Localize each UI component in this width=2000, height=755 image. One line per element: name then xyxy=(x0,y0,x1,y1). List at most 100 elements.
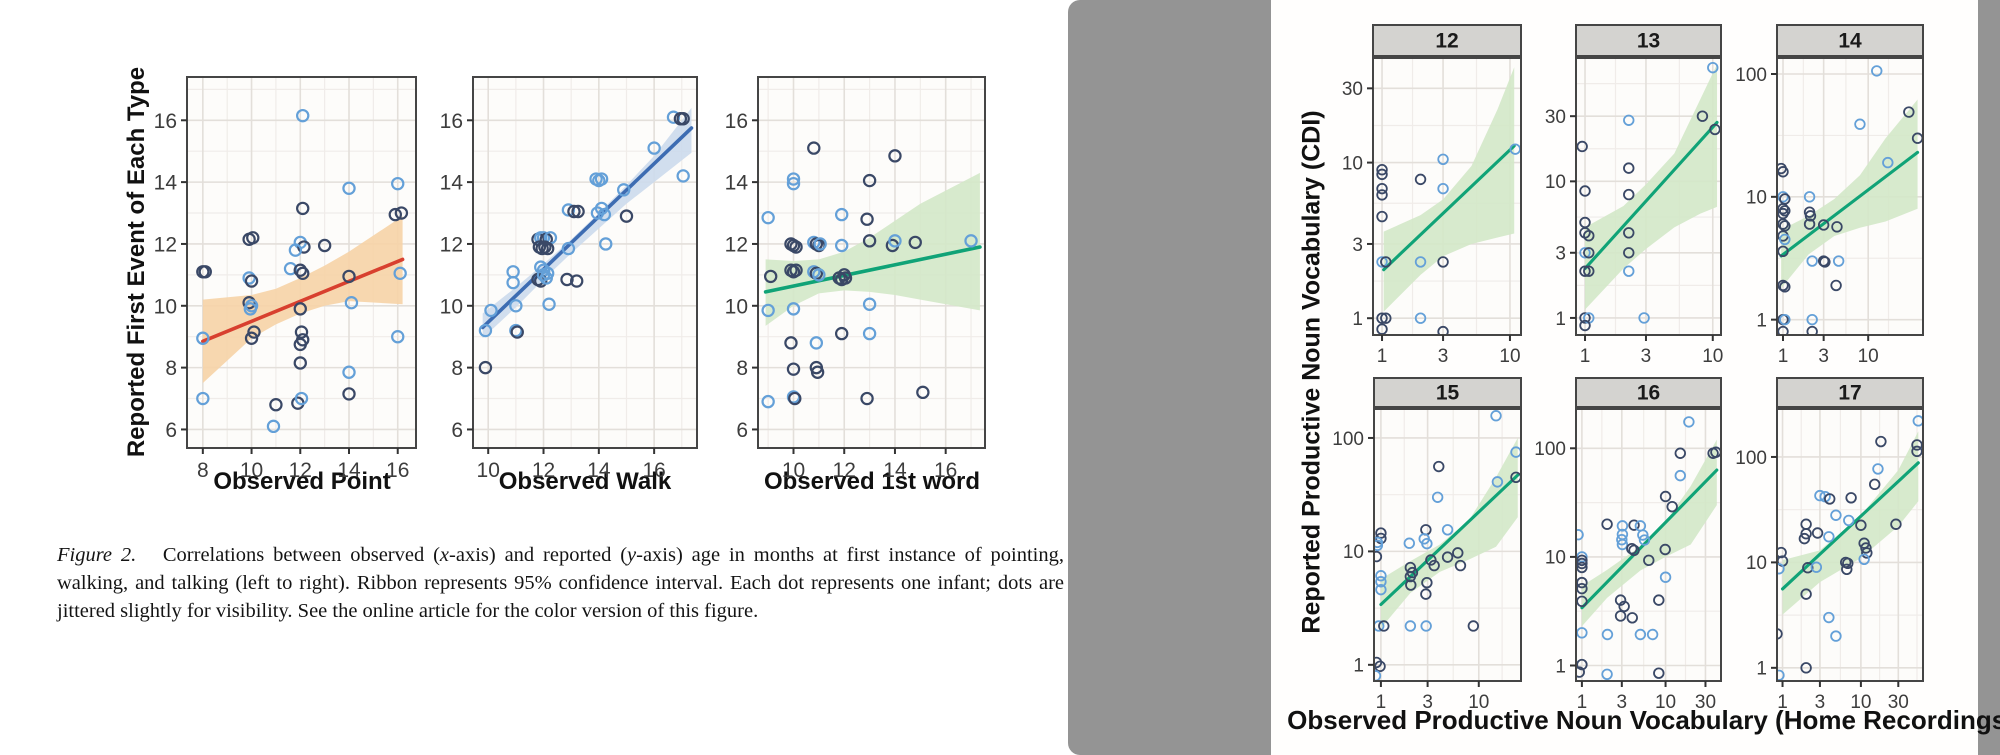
svg-text:16: 16 xyxy=(386,459,409,482)
svg-text:10: 10 xyxy=(1655,692,1676,713)
svg-text:12: 12 xyxy=(289,459,312,482)
svg-text:10: 10 xyxy=(1499,346,1520,367)
facet-header xyxy=(1372,24,1522,57)
svg-text:10: 10 xyxy=(1468,692,1489,713)
svg-text:10: 10 xyxy=(1850,692,1871,713)
svg-text:10: 10 xyxy=(1545,172,1566,193)
facet-header xyxy=(1776,24,1924,57)
data-points xyxy=(478,110,690,375)
confidence-ribbon xyxy=(1585,64,1718,310)
svg-text:14: 14 xyxy=(154,172,178,195)
svg-text:3: 3 xyxy=(1422,692,1433,713)
axis-ticks: 1 3 10 1 10 100 xyxy=(1735,65,1878,367)
scatter-panel-observed-walk: 10 12 14 16 6 8 10 12 14 16 xyxy=(440,76,698,482)
plot-area xyxy=(1776,415,1924,681)
confidence-ribbon xyxy=(1782,431,1919,615)
svg-text:3: 3 xyxy=(1555,244,1566,265)
page-divider xyxy=(1068,0,1271,755)
svg-text:12: 12 xyxy=(532,459,555,482)
plot-area xyxy=(1373,410,1522,682)
svg-text:30: 30 xyxy=(1545,107,1566,128)
axis-ticks: 1 3 10 30 1 10 100 xyxy=(1735,448,1909,713)
regression-line xyxy=(1382,144,1516,272)
svg-text:1: 1 xyxy=(1353,656,1364,677)
plot-area xyxy=(1376,67,1521,336)
scatter-panel-observed-1st-word: 10 12 14 16 6 8 10 12 14 16 xyxy=(725,76,986,482)
panel-border xyxy=(1372,57,1522,336)
panel-background xyxy=(473,77,697,448)
svg-text:3: 3 xyxy=(1815,692,1826,713)
data-points xyxy=(1376,143,1521,336)
right-page: Reported Productive Noun Vocabulary (CDI… xyxy=(1271,0,2000,755)
caption-segment: Correlations between observed ( xyxy=(136,544,440,566)
svg-text:3: 3 xyxy=(1438,346,1449,367)
svg-text:12: 12 xyxy=(440,234,463,257)
plot-area xyxy=(1575,416,1722,680)
regression-line xyxy=(201,257,405,344)
svg-text:8: 8 xyxy=(197,459,209,482)
svg-text:1: 1 xyxy=(1778,346,1789,367)
svg-text:6: 6 xyxy=(165,419,177,442)
caption-segment: -axis) age in months at first instance o… xyxy=(57,544,1064,623)
svg-text:10: 10 xyxy=(1343,542,1364,563)
data-points xyxy=(1776,415,1924,681)
svg-text:12: 12 xyxy=(154,234,177,257)
svg-text:3: 3 xyxy=(1352,235,1363,256)
svg-text:16: 16 xyxy=(154,110,177,133)
svg-text:3: 3 xyxy=(1641,346,1652,367)
axis-ticks: 1 3 10 1 3 10 30 xyxy=(1545,107,1723,367)
plot-area xyxy=(1576,61,1721,332)
svg-text:8: 8 xyxy=(451,357,463,380)
svg-text:12: 12 xyxy=(833,459,856,482)
vocab-x-axis-title: Observed Productive Noun Vocabulary (Hom… xyxy=(1287,705,2000,735)
regression-line xyxy=(480,126,694,330)
confidence-ribbon xyxy=(1581,439,1717,627)
facet-panel-month-14: 1 3 10 1 10 100 14 xyxy=(1735,24,1924,367)
svg-text:100: 100 xyxy=(1735,65,1767,86)
svg-text:3: 3 xyxy=(1617,692,1628,713)
confidence-ribbon xyxy=(765,172,980,326)
facet-header-label: 14 xyxy=(1838,30,1862,53)
facet-panel-month-17: 1 3 10 30 1 10 100 17 xyxy=(1735,377,1924,713)
svg-text:10: 10 xyxy=(240,459,263,482)
svg-text:100: 100 xyxy=(1735,448,1767,469)
confidence-ribbon xyxy=(1781,99,1918,289)
confidence-ribbon xyxy=(1383,67,1515,312)
plot-area xyxy=(478,107,694,375)
svg-text:14: 14 xyxy=(883,459,907,482)
data-points xyxy=(1575,416,1722,680)
data-points xyxy=(1776,65,1924,336)
facet-panel-month-15: 1 3 10 1 10 100 15 xyxy=(1332,377,1522,713)
svg-text:14: 14 xyxy=(587,459,611,482)
svg-text:100: 100 xyxy=(1534,439,1566,460)
axis-ticks: 1 3 10 1 10 100 xyxy=(1332,429,1489,713)
svg-text:1: 1 xyxy=(1352,309,1363,330)
plot-area xyxy=(196,108,409,434)
panel-observed-walk-x-title: Observed Walk xyxy=(498,468,672,495)
svg-text:10: 10 xyxy=(440,295,463,318)
svg-text:1: 1 xyxy=(1577,692,1588,713)
svg-text:1: 1 xyxy=(1777,692,1788,713)
panel-border xyxy=(186,76,417,449)
right-gutter xyxy=(1978,0,2000,755)
svg-text:16: 16 xyxy=(725,110,748,133)
svg-text:10: 10 xyxy=(154,295,177,318)
svg-text:16: 16 xyxy=(440,110,463,133)
svg-text:14: 14 xyxy=(440,172,464,195)
svg-text:10: 10 xyxy=(1545,548,1566,569)
caption-segment: Figure 2. xyxy=(57,544,137,566)
regression-line xyxy=(1583,120,1719,271)
facet-header-label: 17 xyxy=(1838,382,1861,405)
svg-text:6: 6 xyxy=(451,419,463,442)
panel-border xyxy=(1776,408,1924,682)
svg-text:8: 8 xyxy=(165,357,177,380)
axis-ticks: 1 3 10 1 3 10 30 xyxy=(1342,79,1521,367)
data-points xyxy=(1373,410,1522,682)
regression-line xyxy=(763,245,982,294)
svg-text:10: 10 xyxy=(1342,153,1363,174)
svg-text:16: 16 xyxy=(934,459,957,482)
